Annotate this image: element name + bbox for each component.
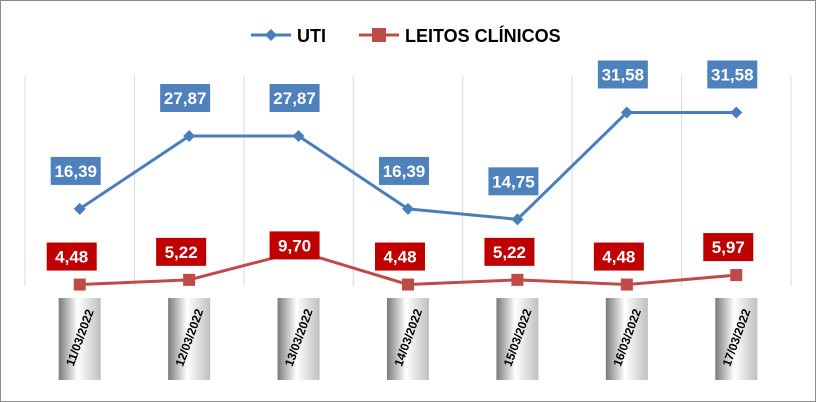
data-label: 31,58 [602, 65, 645, 84]
data-label: 14,75 [492, 172, 535, 191]
data-label: 9,70 [278, 236, 311, 255]
data-point [730, 269, 743, 282]
data-label-box [707, 60, 758, 89]
data-label: 4,48 [602, 248, 635, 267]
data-label: 31,58 [711, 65, 754, 84]
tick-label-background [58, 298, 101, 380]
data-point [292, 130, 305, 143]
data-label-box [597, 60, 648, 89]
tick-label-background [168, 298, 211, 380]
data-point [620, 106, 633, 119]
data-label: 27,87 [273, 89, 316, 108]
data-point [73, 278, 86, 291]
data-label: 4,48 [55, 248, 88, 267]
data-label-box [160, 84, 211, 113]
data-label: 27,87 [164, 89, 207, 108]
legend-diamond-icon [265, 29, 277, 41]
data-label-box [488, 167, 539, 196]
data-point [183, 130, 196, 143]
data-label-box [593, 242, 644, 271]
data-label: 16,39 [54, 162, 97, 181]
data-label-box [484, 237, 535, 266]
tick-label-background [605, 298, 648, 380]
data-label: 4,48 [383, 248, 416, 267]
data-point [402, 202, 414, 215]
tick-label-background [277, 298, 320, 380]
data-point [511, 213, 524, 226]
tick-label-background [496, 298, 539, 380]
data-label-box [46, 242, 97, 271]
tick-label-background [715, 298, 758, 380]
data-point [511, 273, 524, 286]
legend-square-icon [372, 28, 386, 42]
data-label-box [379, 156, 429, 185]
data-point [620, 278, 633, 291]
data-point [402, 278, 414, 291]
data-point [183, 273, 196, 286]
data-label-box [375, 242, 425, 271]
tick-label-background [387, 298, 429, 380]
data-label: 16,39 [383, 162, 426, 181]
data-label-box [703, 233, 754, 262]
data-label: 5,22 [493, 243, 526, 262]
data-label-box [269, 231, 320, 260]
data-label-box [269, 84, 320, 113]
legend-label: UTI [297, 26, 326, 46]
data-label: 5,97 [712, 238, 745, 257]
data-label: 5,22 [165, 243, 198, 262]
data-point [730, 106, 743, 119]
data-point [73, 202, 86, 215]
legend-label: LEITOS CLÍNICOS [405, 25, 561, 46]
data-label-box [50, 156, 101, 185]
data-label-box [156, 237, 207, 266]
